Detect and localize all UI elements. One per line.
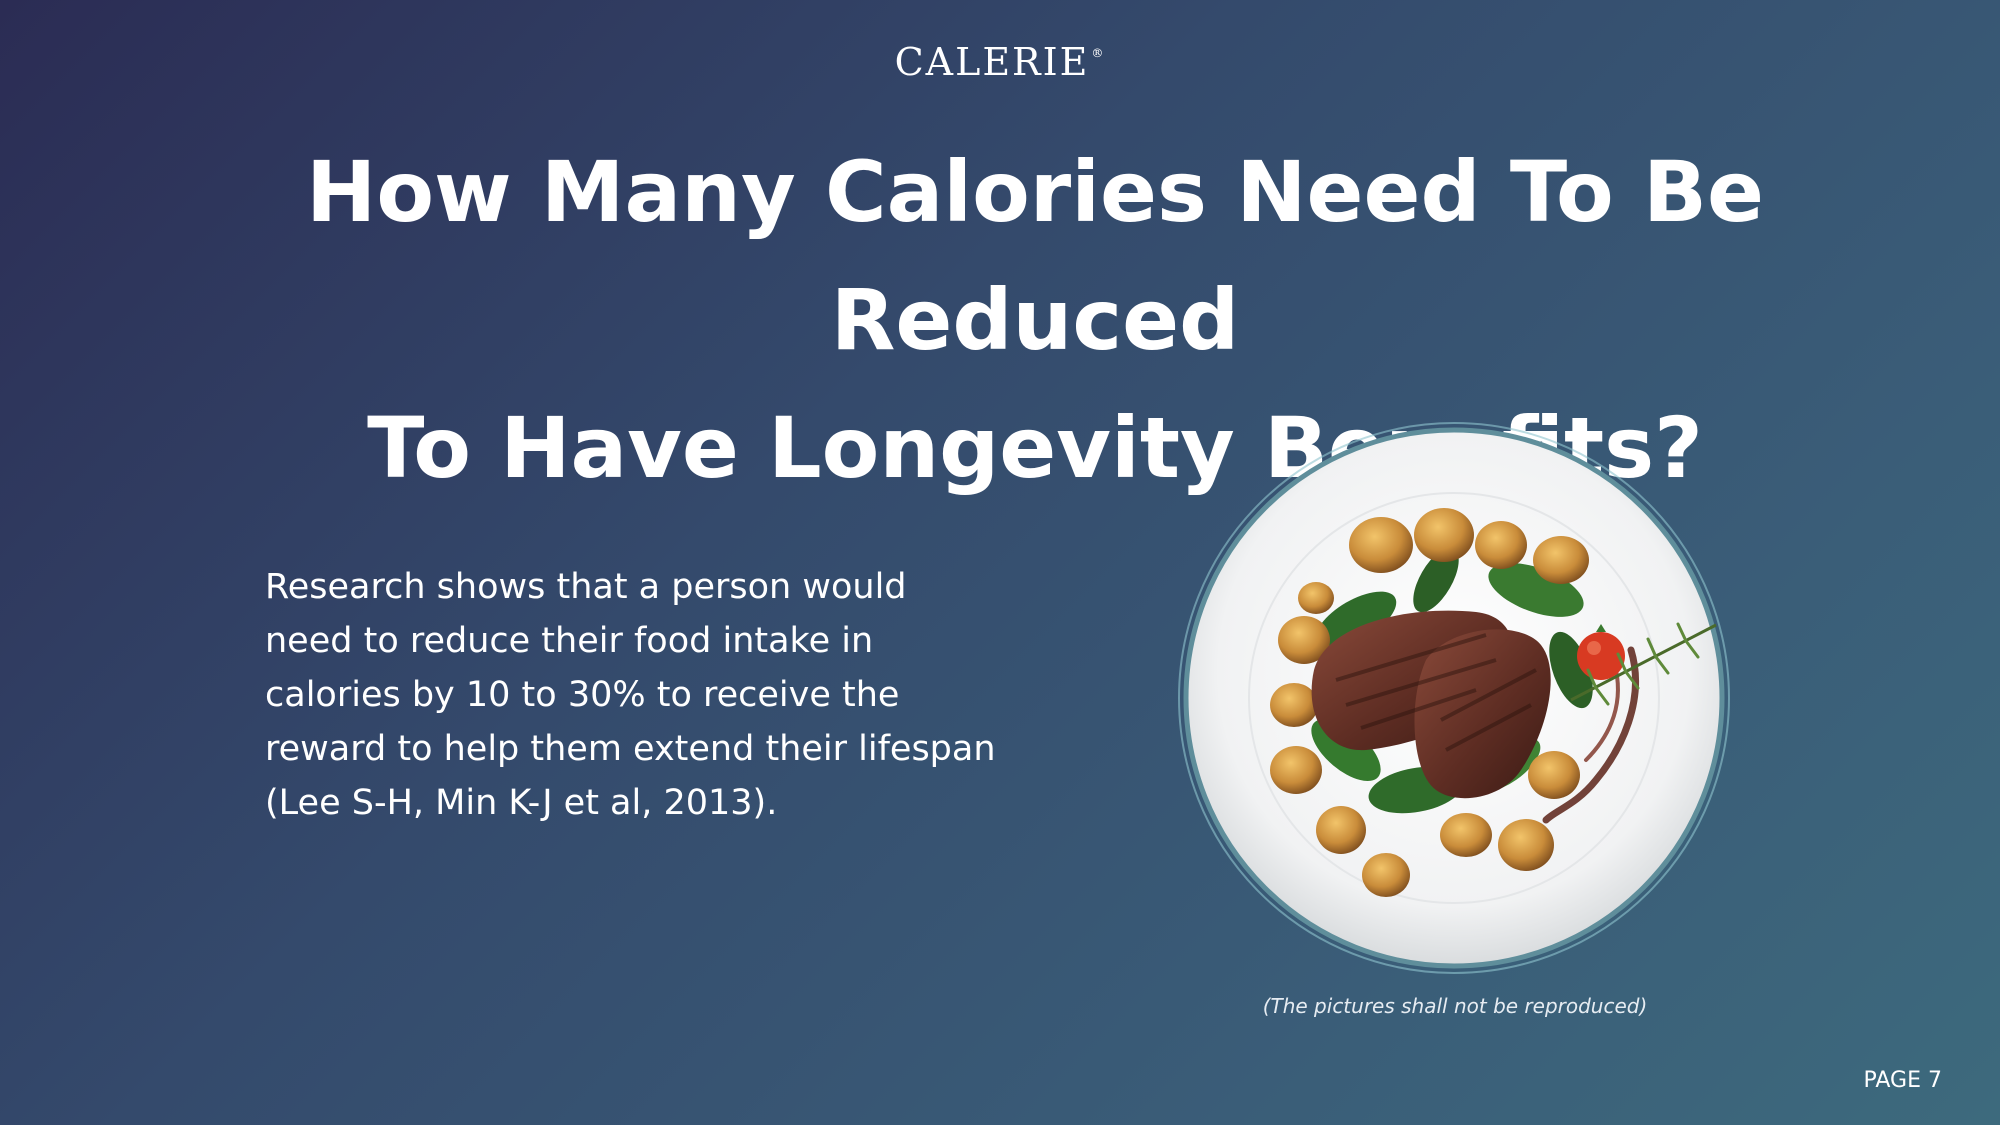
plate-with-steak-and-potatoes-icon	[1178, 422, 1730, 974]
food-plate-image	[1176, 420, 1732, 976]
brand-name: CALERIE	[894, 40, 1090, 84]
page-number: PAGE 7	[1863, 1068, 1942, 1093]
registered-mark: ®	[1091, 46, 1106, 60]
image-caption: (The pictures shall not be reproduced)	[1262, 994, 1648, 1018]
brand-logo: CALERIE ®	[0, 40, 2000, 84]
title-line-1: How Many Calories Need To Be Reduced	[306, 143, 1764, 369]
body-text: Research shows that a person would need …	[265, 567, 996, 823]
